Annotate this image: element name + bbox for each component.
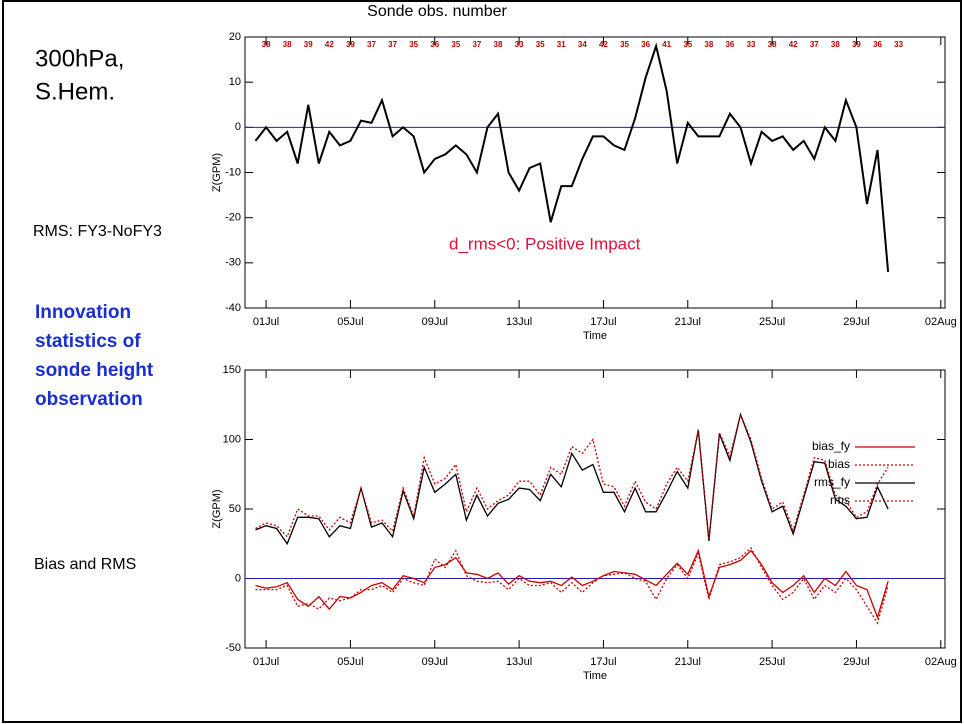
rms-note: RMS: FY3-NoFY3	[33, 223, 162, 240]
obs-number: 39	[304, 40, 313, 49]
x-tick-label: 01Jul	[253, 316, 279, 328]
legend-label: rms	[830, 493, 850, 507]
y-tick-label: 0	[235, 572, 241, 584]
y-tick-label: -10	[225, 166, 241, 178]
obs-number: 38	[704, 40, 713, 49]
x-tick-label: 09Jul	[422, 656, 448, 668]
legend-label: bias	[828, 457, 850, 471]
x-tick-label: 09Jul	[422, 316, 448, 328]
x-tick-label: 29Jul	[843, 316, 869, 328]
legend-label: rms_fy	[814, 475, 850, 489]
obs-number: 34	[578, 40, 587, 49]
bias-note: Bias and RMS	[34, 556, 136, 573]
data-line	[254, 42, 890, 272]
y-tick-label: 150	[223, 364, 241, 376]
innovation-line: sonde height	[35, 360, 154, 381]
obs-number: 35	[536, 40, 545, 49]
x-tick-label: 29Jul	[843, 656, 869, 668]
obs-number: 37	[367, 40, 376, 49]
obs-number: 42	[789, 40, 798, 49]
obs-number: 42	[325, 40, 334, 49]
obs-number: 33	[894, 40, 903, 49]
innovation-line: statistics of	[35, 331, 141, 352]
x-axis-label: Time	[583, 670, 607, 682]
y-tick-label: 100	[223, 433, 241, 445]
obs-number: 37	[472, 40, 481, 49]
region-line: S.Hem.	[35, 78, 115, 105]
x-tick-label: 13Jul	[506, 656, 532, 668]
y-axis-label: Z(GPM)	[211, 153, 223, 192]
obs-number: 35	[409, 40, 418, 49]
y-tick-label: -50	[225, 642, 241, 654]
obs-number: 39	[346, 40, 355, 49]
obs-number: 33	[515, 40, 524, 49]
obs-number: 38	[831, 40, 840, 49]
annotation: d_rms<0: Positive Impact	[449, 234, 641, 253]
obs-number: 36	[641, 40, 650, 49]
obs-number: 42	[599, 40, 608, 49]
y-tick-label: -40	[225, 302, 241, 314]
obs-number: 38	[494, 40, 503, 49]
y-tick-label: 20	[229, 31, 241, 43]
obs-number: 41	[662, 40, 671, 49]
obs-number: 38	[768, 40, 777, 49]
y-tick-label: 0	[235, 121, 241, 133]
data-line	[255, 548, 889, 620]
data-line	[255, 412, 889, 546]
obs-number: 38	[262, 40, 271, 49]
x-tick-label: 25Jul	[759, 316, 785, 328]
y-tick-label: -30	[225, 257, 241, 269]
chart-title: Sonde obs. number	[367, 3, 507, 20]
obs-number: 35	[451, 40, 460, 49]
y-tick-label: -20	[225, 212, 241, 224]
y-axis-label: Z(GPM)	[211, 489, 223, 528]
obs-number: 36	[873, 40, 882, 49]
x-tick-label: 05Jul	[337, 316, 363, 328]
obs-number: 37	[810, 40, 819, 49]
obs-number: 35	[620, 40, 629, 49]
obs-number: 33	[747, 40, 756, 49]
obs-number: 38	[283, 40, 292, 49]
region-line: 300hPa,	[35, 45, 124, 72]
innovation-line: observation	[35, 389, 143, 410]
x-axis-label: Time	[583, 330, 607, 342]
y-tick-label: 50	[229, 503, 241, 515]
obs-number: 36	[725, 40, 734, 49]
innovation-line: Innovation	[35, 302, 131, 323]
x-tick-label: 01Jul	[253, 656, 279, 668]
plot-frame	[244, 36, 946, 309]
x-tick-label: 02Aug	[925, 656, 957, 668]
x-tick-label: 21Jul	[675, 316, 701, 328]
x-tick-label: 25Jul	[759, 656, 785, 668]
obs-number: 39	[852, 40, 861, 49]
obs-number: 37	[388, 40, 397, 49]
obs-number: 35	[683, 40, 692, 49]
obs-number: 36	[430, 40, 439, 49]
y-tick-label: 10	[229, 76, 241, 88]
x-tick-label: 02Aug	[925, 316, 957, 328]
obs-number: 31	[557, 40, 566, 49]
x-tick-label: 13Jul	[506, 316, 532, 328]
plot-frame	[244, 369, 946, 649]
data-line	[255, 412, 889, 540]
x-tick-label: 21Jul	[675, 656, 701, 668]
legend-label: bias_fy	[812, 439, 850, 453]
data-line	[255, 546, 889, 625]
x-tick-label: 17Jul	[590, 656, 616, 668]
x-tick-label: 17Jul	[590, 316, 616, 328]
x-tick-label: 05Jul	[337, 656, 363, 668]
